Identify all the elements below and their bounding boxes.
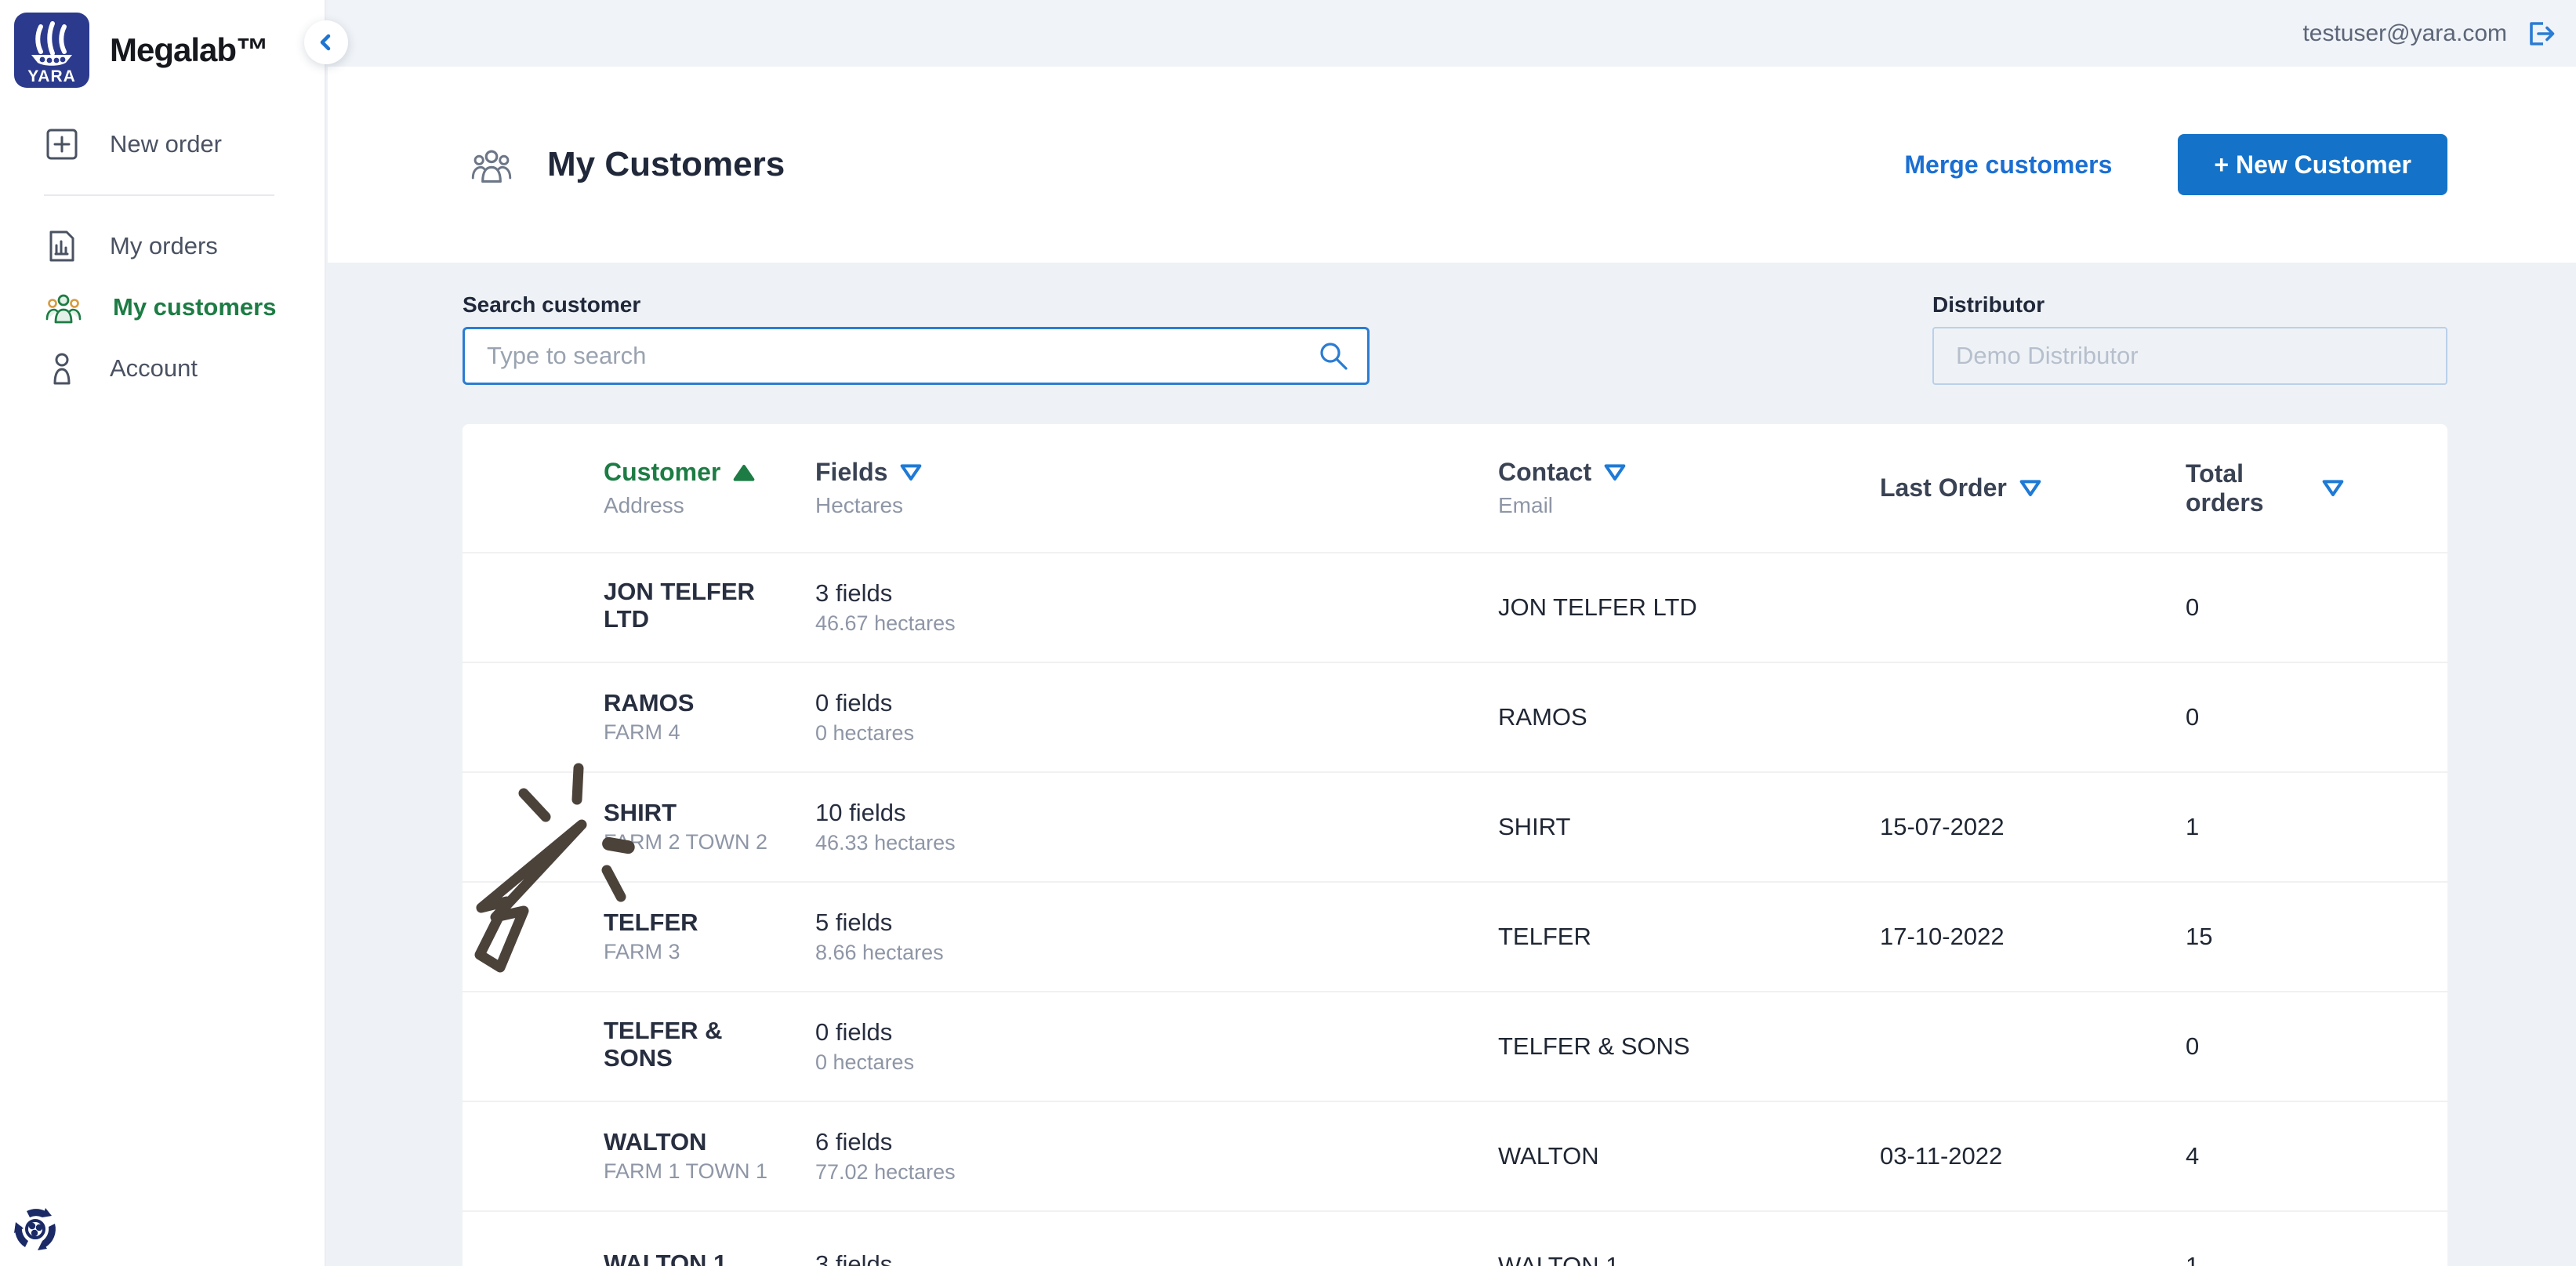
customer-cell: RAMOS FARM 4 [604,688,695,745]
customer-cell: JON TELFER LTD [604,577,755,633]
fields-cell: 10 fields 46.33 hectares [815,799,956,854]
user-email: testuser@yara.com [2302,20,2507,46]
total-orders-cell: 4 [2186,1142,2200,1170]
search-icon[interactable] [1315,337,1352,375]
fields-cell: 3 fields [815,1250,893,1266]
last-order-cell: 17-10-2022 [1880,923,2005,950]
new-customer-button[interactable]: + New Customer [2178,134,2447,195]
fields-cell: 6 fields 77.02 hectares [815,1128,956,1184]
customer-cell: WALTON 1 [604,1250,727,1266]
sort-descending-icon [2018,476,2043,501]
fields-cell: 0 fields 0 hectares [815,689,915,745]
column-header-contact[interactable]: Contact Email [1498,458,1880,518]
page-title: My Customers [547,145,785,183]
yara-logo-icon: YARA [14,13,89,88]
sort-ascending-icon [731,460,756,485]
customer-table-body: JON TELFER LTD 3 fields 46.67 hectares J… [463,552,2447,1266]
chevron-left-icon [314,30,339,55]
sidebar-item-label: Account [110,354,198,382]
fields-cell: 3 fields 46.67 hectares [815,579,956,635]
contact-cell: SHIRT [1498,813,1571,840]
last-order-cell: 15-07-2022 [1880,813,2005,840]
contact-cell: JON TELFER LTD [1498,593,1697,621]
column-header-customer[interactable]: Customer Address [604,458,815,518]
customer-cell: WALTON FARM 1 TOWN 1 [604,1127,768,1184]
person-icon [44,350,80,386]
sidebar-nav: New order My orders My customers [0,116,325,397]
merge-customers-link[interactable]: Merge customers [1904,150,2113,179]
content-area: Search customer Distributor Customer [328,263,2576,1266]
distributor-label: Distributor [1932,292,2045,317]
customer-table: Customer Address Fields Hectares [463,424,2447,1266]
table-row[interactable]: SHIRT FARM 2 TOWN 2 10 fields 46.33 hect… [463,771,2447,881]
last-order-cell: 03-11-2022 [1880,1142,2003,1170]
sidebar-item-label: My orders [110,232,218,259]
app-title: Megalab™ [110,31,269,68]
table-row[interactable]: WALTON FARM 1 TOWN 1 6 fields 77.02 hect… [463,1101,2447,1210]
sidebar-divider [44,194,274,196]
sort-descending-icon [2320,476,2346,501]
logout-icon[interactable] [2523,16,2557,51]
search-customer-label: Search customer [463,292,641,317]
distributor-input [1932,327,2447,385]
total-orders-cell: 1 [2186,1252,2200,1266]
plus-square-icon [44,126,80,162]
sidebar-item-label: My customers [113,293,277,321]
svg-text:YARA: YARA [27,67,76,85]
sort-descending-icon [1602,460,1627,485]
main-area: My Customers Merge customers + New Custo… [328,67,2576,1266]
total-orders-cell: 1 [2186,813,2200,840]
sidebar-item-my-customers[interactable]: My customers [0,279,325,336]
column-header-fields[interactable]: Fields Hectares [815,458,1498,518]
column-header-last-order[interactable]: Last Order [1880,473,2186,502]
customer-cell: TELFER & SONS [604,1016,723,1072]
column-header-total-orders[interactable]: Total orders [2186,459,2346,517]
customer-table-header: Customer Address Fields Hectares [463,424,2447,552]
table-row[interactable]: RAMOS FARM 4 0 fields 0 hectares RAMOS 0 [463,662,2447,771]
contact-cell: WALTON 1 [1498,1252,1620,1266]
total-orders-cell: 0 [2186,1032,2200,1060]
contact-cell: RAMOS [1498,703,1587,731]
sort-descending-icon [898,460,923,485]
fields-cell: 0 fields 0 hectares [815,1018,915,1074]
table-row[interactable]: WALTON 1 3 fields WALTON 1 1 [463,1210,2447,1266]
fields-cell: 5 fields 8.66 hectares [815,909,944,964]
table-row[interactable]: JON TELFER LTD 3 fields 46.67 hectares J… [463,552,2447,662]
contact-cell: TELFER & SONS [1498,1032,1690,1060]
search-input[interactable] [463,327,1370,385]
sidebar-collapse-button[interactable] [304,20,348,64]
customer-cell: TELFER FARM 3 [604,908,698,964]
total-orders-cell: 15 [2186,923,2213,950]
table-row[interactable]: TELFER FARM 3 5 fields 8.66 hectares TEL… [463,881,2447,991]
page-header: My Customers Merge customers + New Custo… [328,67,2576,263]
brand: YARA Megalab™ [0,0,325,88]
sidebar-item-label: New order [110,130,222,158]
sidebar-item-my-orders[interactable]: My orders [0,218,325,274]
contact-cell: WALTON [1498,1142,1599,1170]
sidebar-item-account[interactable]: Account [0,340,325,397]
customer-cell: SHIRT FARM 2 TOWN 2 [604,798,768,854]
customers-group-icon [44,289,83,325]
recycle-widget-icon[interactable] [11,1205,60,1253]
sidebar: YARA Megalab™ New order My orders [0,0,326,1266]
total-orders-cell: 0 [2186,593,2200,621]
sidebar-item-new-order[interactable]: New order [0,116,325,172]
customers-header-icon [469,144,514,185]
contact-cell: TELFER [1498,923,1591,950]
total-orders-cell: 0 [2186,703,2200,731]
orders-document-icon [44,228,80,264]
table-row[interactable]: TELFER & SONS 0 fields 0 hectares TELFER… [463,991,2447,1101]
topbar: testuser@yara.com [328,0,2576,67]
